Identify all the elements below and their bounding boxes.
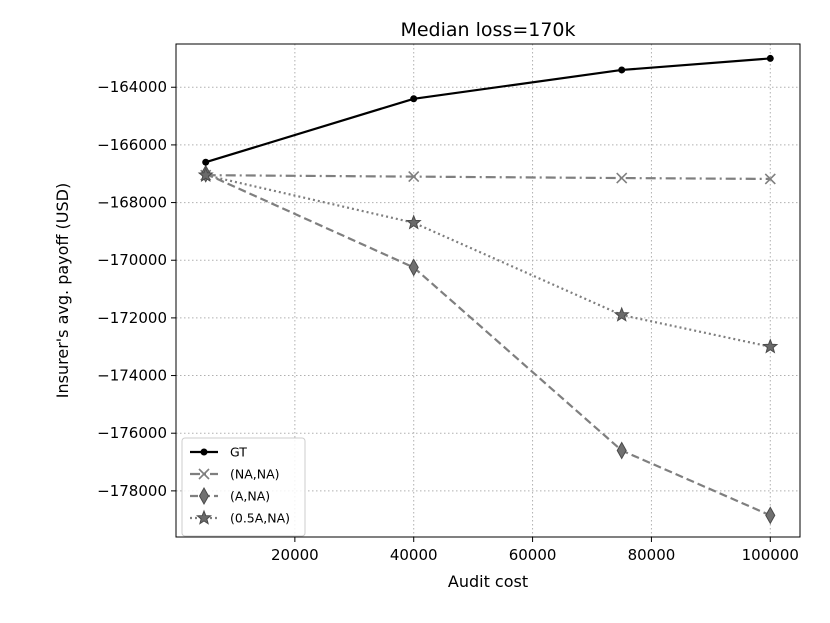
series-na-na-point xyxy=(408,171,420,183)
legend-box xyxy=(181,437,306,537)
x-tick-label: 60000 xyxy=(509,546,557,564)
y-tick-label: −168000 xyxy=(97,194,167,212)
y-tick-label: −176000 xyxy=(97,424,167,442)
series-a-na-point xyxy=(616,441,627,460)
series-na-na-point-stroke xyxy=(764,173,776,185)
x-tick-label: 80000 xyxy=(628,546,676,564)
series-gt-point xyxy=(410,95,418,103)
legend-a-na-point xyxy=(198,486,210,506)
x-tick-label: 20000 xyxy=(271,546,319,564)
series-gt-point xyxy=(766,54,774,62)
y-tick-label: −172000 xyxy=(97,309,167,327)
legend-a-na: (A,NA) xyxy=(190,486,270,506)
series-gt-line xyxy=(205,57,771,164)
plot-frame xyxy=(175,43,801,538)
series-0-5a-na-point xyxy=(197,166,214,182)
series-0-5a-na-line xyxy=(205,174,771,348)
grid xyxy=(176,44,800,537)
y-tick-label: −164000 xyxy=(97,78,167,96)
chart-title: Median loss=170k xyxy=(400,19,575,41)
series-na-na-line xyxy=(205,174,771,181)
series-0-5a-na-point xyxy=(405,214,422,230)
series-gt xyxy=(202,54,774,166)
x-axis-label: Audit cost xyxy=(448,572,528,591)
series-layer xyxy=(197,54,779,525)
series-na-na-point xyxy=(616,172,628,184)
legend-0-5a-na-point xyxy=(196,509,212,525)
series-gt-point xyxy=(202,158,210,166)
y-tick-label: −170000 xyxy=(97,251,167,269)
series-0-5a-na-point xyxy=(613,306,630,322)
legend-gt: GT xyxy=(190,445,247,460)
legend-na-na: (NA,NA) xyxy=(190,467,280,482)
series-a-na-point xyxy=(765,506,776,525)
legend-0-5a-na-label: (0.5A,NA) xyxy=(230,511,290,526)
legend-gt-point xyxy=(200,448,208,456)
x-tick-label: 100000 xyxy=(742,546,799,564)
legend-na-na-label: (NA,NA) xyxy=(230,467,280,482)
legend: GT (NA,NA) (A,NA) (0.5A,NA) xyxy=(181,437,306,537)
legend-na-na-point-stroke xyxy=(198,468,210,480)
ticks: 20000 40000 60000 80000 100000 −178000 −176000… xyxy=(97,78,799,564)
series-na-na-point-stroke xyxy=(616,172,628,184)
y-axis-label: Insurer's avg. payoff (USD) xyxy=(53,183,72,398)
series-0-5a-na xyxy=(197,166,779,354)
series-na-na xyxy=(200,169,776,185)
x-tick-label: 40000 xyxy=(390,546,438,564)
y-tick-label: −178000 xyxy=(97,482,167,500)
y-tick-label: −166000 xyxy=(97,136,167,154)
series-na-na-point-stroke xyxy=(408,171,420,183)
series-gt-point xyxy=(618,66,626,74)
y-tick-label: −174000 xyxy=(97,367,167,385)
legend-na-na-point xyxy=(198,468,210,480)
legend-gt-label: GT xyxy=(230,445,247,460)
legend-a-na-label: (A,NA) xyxy=(230,489,270,504)
series-na-na-point xyxy=(764,173,776,185)
series-0-5a-na-point xyxy=(762,338,779,354)
legend-0-5a-na: (0.5A,NA) xyxy=(190,509,290,526)
series-a-na-point xyxy=(408,258,419,277)
series-a-na-line xyxy=(205,172,771,517)
